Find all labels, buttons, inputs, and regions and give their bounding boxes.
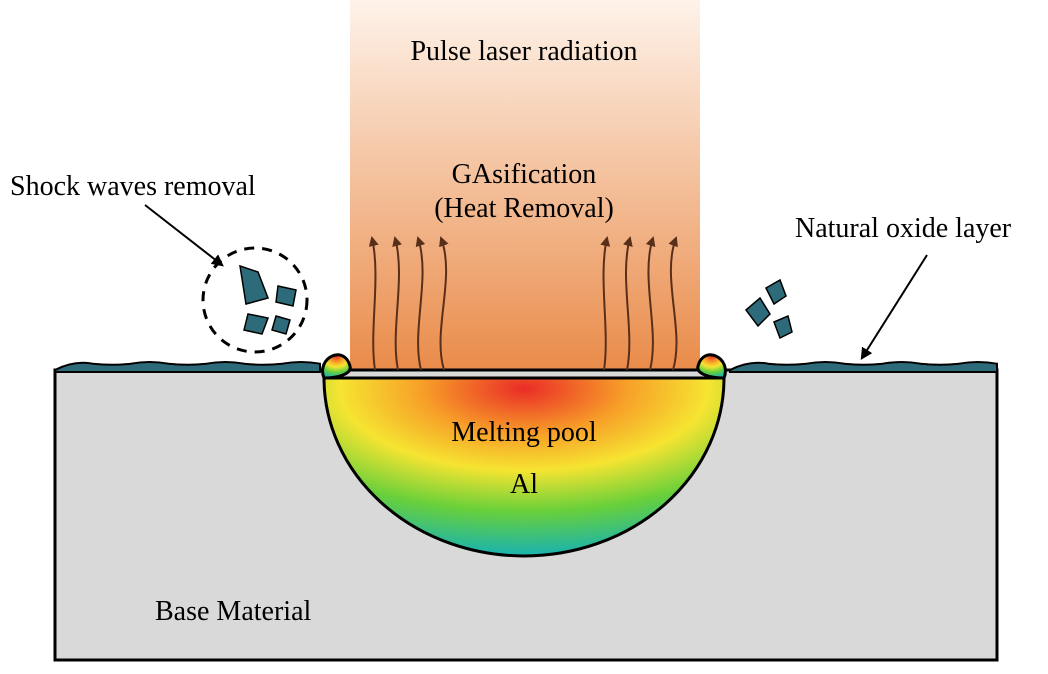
- label-base-material: Base Material: [155, 596, 311, 627]
- debris-right: [746, 280, 792, 338]
- pointer-shock: [145, 205, 222, 265]
- label-laser: Pulse laser radiation: [410, 36, 637, 67]
- pointer-oxide: [862, 255, 927, 358]
- oxide-layer-right: [730, 362, 997, 372]
- label-melting-pool: Melting pool: [451, 417, 597, 448]
- debris-left: [240, 266, 296, 334]
- label-gasification-1: GAsification: [452, 159, 597, 190]
- label-oxide: Natural oxide layer: [795, 213, 1012, 244]
- label-shock: Shock waves removal: [10, 171, 256, 202]
- label-al: Al: [510, 469, 538, 500]
- oxide-layer-left: [55, 362, 320, 372]
- diagram-root: Pulse laser radiation GAsification (Heat…: [0, 0, 1048, 674]
- label-gasification-2: (Heat Removal): [434, 193, 614, 224]
